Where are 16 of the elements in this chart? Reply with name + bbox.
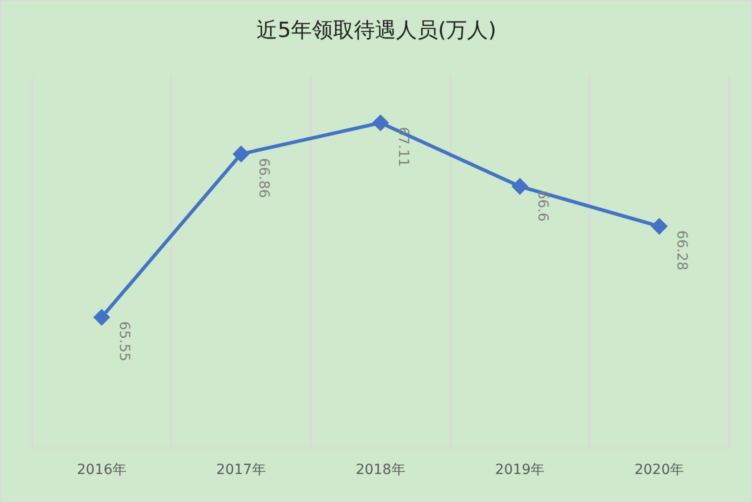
- point: [512, 178, 528, 194]
- data-label: 66.86: [255, 158, 272, 198]
- x-tick-label: 2016年: [76, 462, 127, 478]
- x-tick-label: 2018年: [356, 462, 406, 478]
- chart-title: 近5年领取待遇人员(万人): [256, 18, 496, 42]
- data-label: 66.28: [674, 230, 690, 270]
- data-label: 66.6: [534, 190, 550, 222]
- point: [652, 218, 668, 234]
- point: [94, 310, 110, 326]
- x-tick-label: 2020年: [634, 462, 684, 478]
- x-tick-label: 2019年: [495, 462, 545, 478]
- data-label: 67.11: [394, 126, 411, 167]
- point: [233, 146, 249, 162]
- point: [372, 115, 388, 131]
- data-label: 65.55: [116, 321, 132, 362]
- x-tick-label: 2017年: [216, 462, 266, 478]
